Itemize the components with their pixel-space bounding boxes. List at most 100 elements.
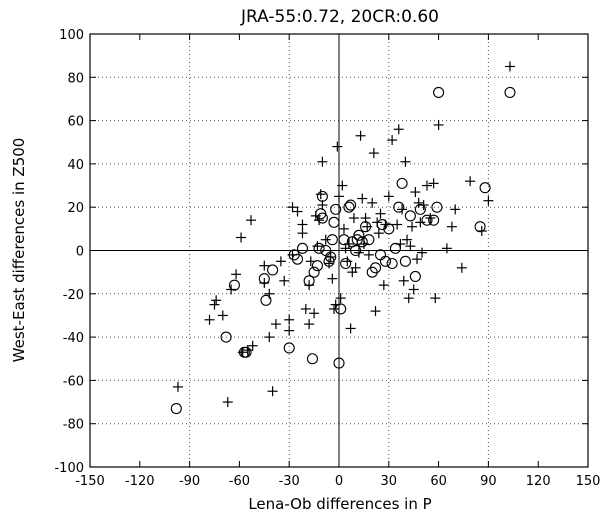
plus-marker (441, 243, 452, 254)
plus-marker (367, 197, 378, 208)
y-tick-label: 60 (67, 115, 84, 130)
plus-marker (204, 314, 215, 325)
plus-marker (314, 215, 325, 226)
circle-marker (504, 86, 516, 99)
circle-marker (343, 201, 355, 213)
plus-marker (415, 217, 426, 228)
y-tick-label: 40 (67, 158, 84, 173)
plus-marker (483, 195, 494, 206)
y-tick-label: 20 (67, 201, 84, 216)
circle-marker (431, 201, 443, 213)
circle-marker (220, 331, 232, 343)
plus-marker (355, 130, 366, 141)
circle-marker (313, 242, 325, 254)
plus-marker (402, 234, 413, 245)
plus-marker (287, 202, 298, 213)
plus-marker (373, 228, 384, 239)
x-tick-label: -120 (125, 474, 155, 489)
circle-marker (258, 273, 270, 285)
circle-marker (326, 234, 338, 246)
circle-marker (338, 234, 350, 246)
circle-marker (303, 275, 315, 287)
plus-marker (320, 234, 331, 245)
plus-marker (465, 176, 476, 187)
y-axis-label: West-East differences in Z500 (10, 138, 28, 363)
plus-marker (400, 156, 411, 167)
plus-marker (417, 247, 427, 258)
y-tick-label: -40 (63, 331, 84, 346)
circle-marker (374, 249, 387, 261)
plus-marker (317, 156, 328, 167)
plus-marker (393, 124, 404, 135)
plus-marker (348, 213, 359, 224)
x-tick-label: 90 (480, 474, 497, 489)
plus-marker (247, 340, 258, 351)
plus-marker (217, 310, 228, 321)
circle-marker (340, 257, 352, 270)
zero-lines (90, 34, 588, 467)
circle-marker (291, 253, 304, 265)
plus-marker (332, 141, 343, 152)
circle-marker (325, 251, 337, 263)
circle-marker (433, 86, 445, 99)
circle-marker (240, 346, 252, 358)
axis-ticks: -150 -120 -90 -60 -30 0 30 60 90 120 150 -100 -80 -60… (54, 28, 600, 489)
plus-marker (433, 119, 444, 130)
data-points (170, 61, 516, 415)
circle-marker (283, 342, 295, 354)
plus-marker (337, 180, 348, 191)
plus-marker (222, 397, 233, 408)
plus-marker (309, 308, 320, 319)
chart-title: JRA-55:0.72, 20CR:0.60 (240, 7, 439, 27)
plus-marker (412, 254, 423, 265)
plus-marker (403, 293, 414, 304)
plus-marker (425, 213, 436, 224)
circle-marker (316, 212, 328, 224)
circle-marker (311, 260, 323, 272)
x-axis-label: Lena-Ob differences in P (248, 495, 431, 513)
circle-marker (328, 216, 340, 228)
plus-marker (363, 249, 374, 260)
plus-marker (375, 208, 386, 219)
plus-marker (211, 295, 222, 306)
circle-marker (330, 203, 342, 215)
x-tick-label: -30 (279, 474, 300, 489)
plus-marker (428, 178, 439, 189)
x-tick-label: -60 (229, 474, 250, 489)
y-tick-label: 0 (76, 245, 84, 260)
plus-marker (392, 219, 403, 230)
plus-marker (284, 325, 295, 336)
plus-marker (292, 206, 303, 217)
plus-marker (284, 314, 295, 325)
plus-marker (378, 280, 389, 291)
plus-marker (450, 204, 461, 215)
plus-marker (410, 187, 421, 198)
x-tick-label: 0 (335, 474, 343, 489)
circle-marker (396, 177, 408, 189)
plus-marker (446, 221, 457, 232)
y-tick-label: 100 (59, 28, 84, 43)
plus-marker (209, 299, 220, 310)
x-tick-label: 60 (430, 474, 447, 489)
plus-marker (334, 191, 344, 202)
plus-marker (279, 275, 290, 286)
plus-marker (172, 381, 183, 392)
plus-marker (335, 293, 346, 304)
plus-marker (397, 204, 408, 215)
circle-marker (335, 303, 347, 315)
plus-marker (259, 260, 270, 271)
circle-marker (306, 353, 318, 365)
plus-marker (370, 306, 381, 317)
circle-marker (296, 242, 309, 254)
plus-marker (304, 319, 315, 330)
plus-marker (413, 197, 424, 208)
plus-marker (236, 232, 247, 243)
x-tick-label: -150 (75, 474, 105, 489)
circle-marker (356, 236, 368, 248)
plus-marker (259, 277, 270, 288)
y-tick-label: -60 (63, 374, 84, 389)
circle-marker (350, 244, 362, 257)
circle-marker (389, 242, 401, 254)
